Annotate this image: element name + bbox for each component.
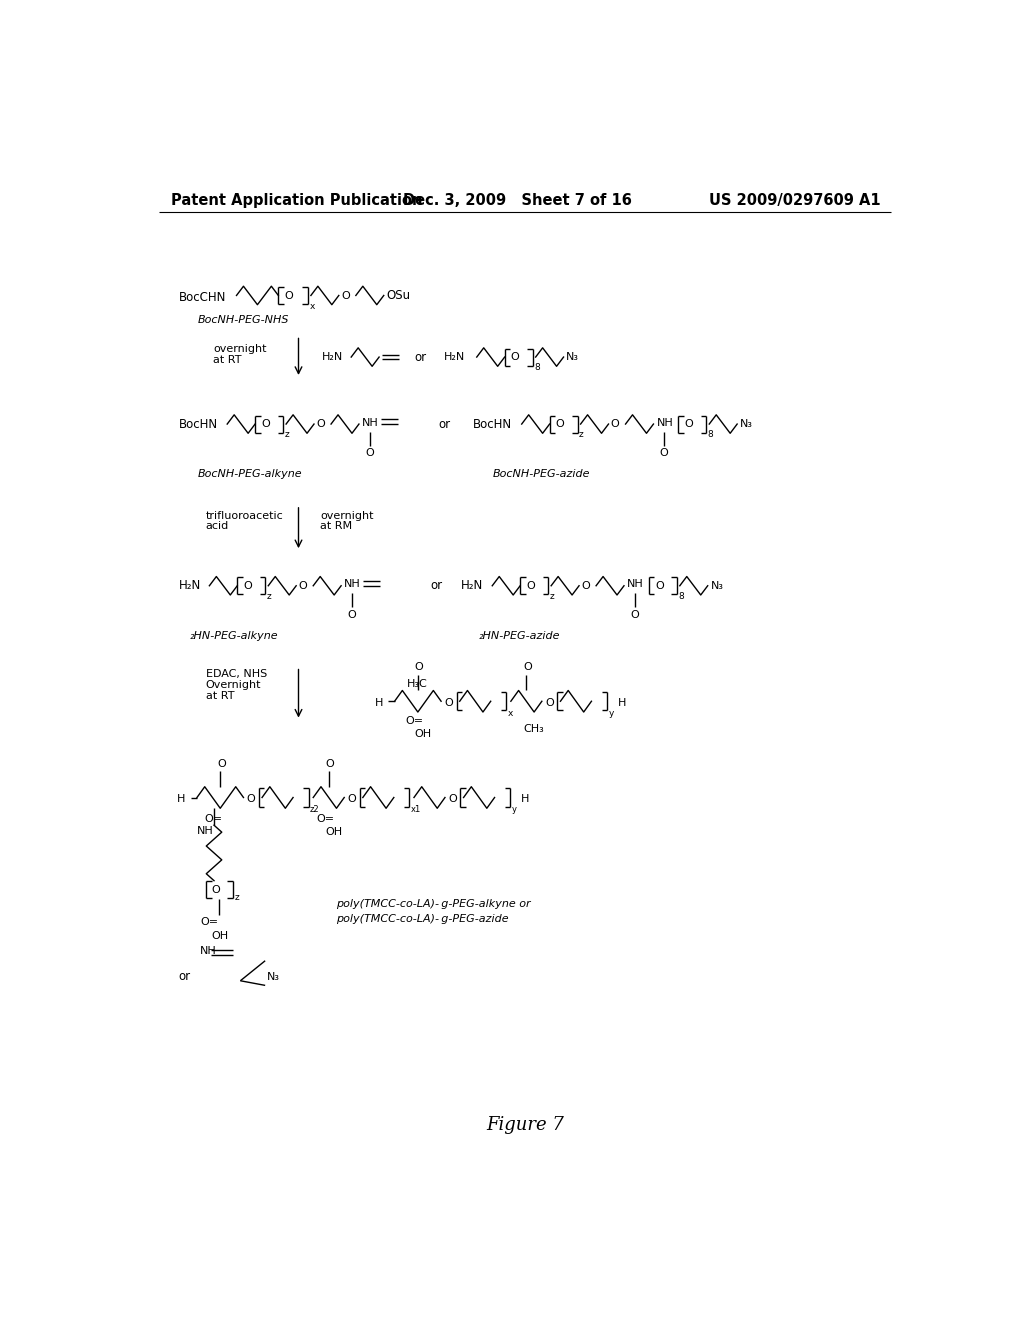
Text: O=: O= <box>205 814 223 824</box>
Text: BocHN: BocHN <box>473 417 512 430</box>
Text: NH: NH <box>656 417 674 428</box>
Text: OH: OH <box>211 931 228 941</box>
Text: x1: x1 <box>411 805 421 814</box>
Text: z: z <box>266 593 271 601</box>
Text: OSu: OSu <box>386 289 411 302</box>
Text: ₂HN-PEG-alkyne: ₂HN-PEG-alkyne <box>190 631 279 640</box>
Text: O: O <box>299 581 307 591</box>
Text: O: O <box>316 418 325 429</box>
Text: O: O <box>326 759 335 768</box>
Text: z: z <box>285 430 290 440</box>
Text: O: O <box>211 884 220 895</box>
Text: O: O <box>545 698 554 708</box>
Text: z: z <box>550 593 554 601</box>
Text: BocCHN: BocCHN <box>178 290 225 304</box>
Text: 8: 8 <box>678 593 684 601</box>
Text: H₃C: H₃C <box>407 680 428 689</box>
Text: 8: 8 <box>535 363 540 372</box>
Text: O: O <box>244 581 252 591</box>
Text: H₂N: H₂N <box>178 579 201 593</box>
Text: H: H <box>617 698 626 708</box>
Text: O: O <box>347 610 356 620</box>
Text: Patent Application Publication: Patent Application Publication <box>171 193 422 209</box>
Text: z: z <box>234 894 239 902</box>
Text: or: or <box>438 417 451 430</box>
Text: or: or <box>415 351 427 363</box>
Text: O=: O= <box>200 917 218 927</box>
Text: O: O <box>659 449 669 458</box>
Text: EDAC, NHS: EDAC, NHS <box>206 669 266 680</box>
Text: CH₃: CH₃ <box>523 723 544 734</box>
Text: O: O <box>523 663 532 672</box>
Text: Figure 7: Figure 7 <box>485 1115 564 1134</box>
Text: O: O <box>285 292 293 301</box>
Text: ₂HN-PEG-azide: ₂HN-PEG-azide <box>478 631 560 640</box>
Text: at RT: at RT <box>213 355 242 366</box>
Text: N₃: N₃ <box>266 972 280 982</box>
Text: H: H <box>521 795 529 804</box>
Text: O=: O= <box>406 715 424 726</box>
Text: overnight: overnight <box>321 511 374 520</box>
Text: N₃: N₃ <box>711 581 724 591</box>
Text: y: y <box>512 805 517 814</box>
Text: 8: 8 <box>708 430 714 440</box>
Text: overnight: overnight <box>213 345 266 354</box>
Text: Dec. 3, 2009   Sheet 7 of 16: Dec. 3, 2009 Sheet 7 of 16 <box>403 193 632 209</box>
Text: N₃: N₃ <box>566 352 579 362</box>
Text: at RM: at RM <box>321 521 352 532</box>
Text: H₂N: H₂N <box>461 579 483 593</box>
Text: O: O <box>655 581 664 591</box>
Text: BocNH-PEG-alkyne: BocNH-PEG-alkyne <box>198 469 302 479</box>
Text: z2: z2 <box>310 805 319 814</box>
Text: O: O <box>511 352 519 362</box>
Text: US 2009/0297609 A1: US 2009/0297609 A1 <box>710 193 881 209</box>
Text: BocNH-PEG-NHS: BocNH-PEG-NHS <box>198 315 289 325</box>
Text: O: O <box>247 795 255 804</box>
Text: N₃: N₃ <box>740 418 754 429</box>
Text: or: or <box>178 970 190 983</box>
Text: H₂N: H₂N <box>444 352 466 362</box>
Text: O: O <box>526 581 536 591</box>
Text: O: O <box>556 418 564 429</box>
Text: O: O <box>684 418 693 429</box>
Text: O: O <box>611 418 620 429</box>
Text: at RT: at RT <box>206 690 234 701</box>
Text: O: O <box>217 759 226 768</box>
Text: O: O <box>630 610 639 620</box>
Text: NH: NH <box>362 417 379 428</box>
Text: NH: NH <box>200 946 217 957</box>
Text: trifluoroacetic: trifluoroacetic <box>206 511 284 520</box>
Text: H: H <box>177 795 185 804</box>
Text: or: or <box>430 579 442 593</box>
Text: O: O <box>261 418 270 429</box>
Text: acid: acid <box>206 521 228 532</box>
Text: z: z <box>579 430 584 440</box>
Text: O: O <box>449 795 457 804</box>
Text: O: O <box>341 292 350 301</box>
Text: x: x <box>508 709 513 718</box>
Text: OH: OH <box>326 828 343 837</box>
Text: poly(TMCC-co-LA)- g-PEG-azide: poly(TMCC-co-LA)- g-PEG-azide <box>336 915 508 924</box>
Text: poly(TMCC-co-LA)- g-PEG-alkyne or: poly(TMCC-co-LA)- g-PEG-alkyne or <box>336 899 530 908</box>
Text: NH: NH <box>344 579 361 589</box>
Text: O: O <box>347 795 356 804</box>
Text: NH: NH <box>197 826 214 837</box>
Text: x: x <box>309 302 314 310</box>
Text: OH: OH <box>415 729 432 739</box>
Text: NH: NH <box>627 579 644 589</box>
Text: BocNH-PEG-azide: BocNH-PEG-azide <box>493 469 590 479</box>
Text: O: O <box>444 698 453 708</box>
Text: O: O <box>366 449 374 458</box>
Text: H₂N: H₂N <box>322 352 343 362</box>
Text: H: H <box>375 698 383 708</box>
Text: y: y <box>608 709 613 718</box>
Text: O: O <box>582 581 590 591</box>
Text: BocHN: BocHN <box>178 417 217 430</box>
Text: Overnight: Overnight <box>206 680 261 690</box>
Text: O=: O= <box>316 814 335 824</box>
Text: O: O <box>415 663 424 672</box>
